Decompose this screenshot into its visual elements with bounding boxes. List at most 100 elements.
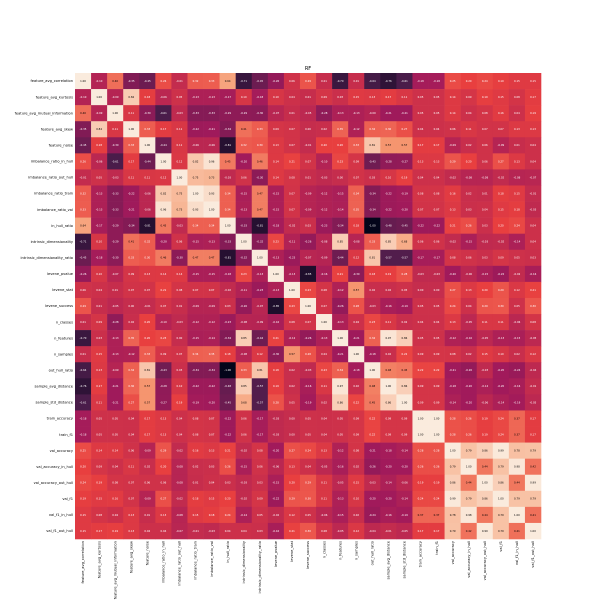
heatmap-cell xyxy=(380,378,397,395)
heatmap-cell xyxy=(299,426,317,443)
heatmap-cell xyxy=(444,265,461,283)
heatmap-cell xyxy=(107,362,124,379)
cell-value-label: -0.30 xyxy=(353,272,360,276)
cell-value-label: -0.26 xyxy=(337,304,344,308)
heatmap-cell xyxy=(267,185,285,202)
cell-value-label: 0.35 xyxy=(353,207,359,211)
heatmap-cell xyxy=(428,281,445,299)
heatmap-cell xyxy=(332,169,349,186)
heatmap-cell xyxy=(107,249,124,267)
heatmap-cell xyxy=(396,137,413,154)
heatmap-cell xyxy=(139,265,156,283)
cell-value-label: -0.09 xyxy=(112,95,119,99)
heatmap-cell xyxy=(187,153,204,170)
cell-value-label: 0.05 xyxy=(337,416,343,420)
cell-value-label: 0.01 xyxy=(514,143,520,147)
column-label: train_f1 xyxy=(435,541,439,555)
heatmap-cell xyxy=(283,137,301,154)
cell-value-label: 0.22 xyxy=(369,432,375,436)
heatmap-cell xyxy=(492,297,510,315)
cell-value-label: 0.03 xyxy=(369,175,375,179)
heatmap-cell xyxy=(460,522,478,540)
heatmap-cell xyxy=(91,169,108,186)
cell-value-label: 0.03 xyxy=(482,256,488,260)
heatmap-cell xyxy=(267,249,285,267)
cell-value-label: 0.18 xyxy=(193,497,199,501)
cell-value-label: -0.08 xyxy=(240,320,247,324)
heatmap-cell xyxy=(316,281,333,299)
cell-value-label: -0.05 xyxy=(337,481,344,485)
cell-value-label: 1.00 xyxy=(418,416,424,420)
cell-value-label: 0.02 xyxy=(514,352,520,356)
heatmap-cell xyxy=(299,458,317,476)
heatmap-cell xyxy=(123,281,140,299)
heatmap-cell xyxy=(123,410,140,427)
cell-value-label: -0.01 xyxy=(176,79,183,83)
heatmap-cell xyxy=(412,490,429,508)
heatmap-cell xyxy=(107,233,124,251)
heatmap-cell xyxy=(524,105,542,122)
cell-value-label: 0.06 xyxy=(466,256,472,260)
heatmap-cell xyxy=(412,426,429,443)
cell-value-label: 0.01 xyxy=(193,481,199,485)
cell-value-label: -0.13 xyxy=(208,240,215,244)
heatmap-cell xyxy=(396,281,413,299)
cell-value-label: -0.57 xyxy=(256,384,263,388)
cell-value-label: 0.12 xyxy=(289,513,295,517)
heatmap-cell xyxy=(364,522,381,540)
heatmap-cell xyxy=(171,185,188,202)
cell-value-label: -0.02 xyxy=(176,449,183,453)
cell-value-label: -0.64 xyxy=(369,79,376,83)
heatmap-cell xyxy=(348,217,365,234)
cell-value-label: -0.18 xyxy=(353,368,360,372)
heatmap-cell xyxy=(171,506,188,524)
cell-value-label: -0.13 xyxy=(353,111,360,115)
column-label: val_f1_out_hull xyxy=(531,541,535,568)
heatmap-cell xyxy=(75,474,92,492)
cell-value-label: 0.06 xyxy=(160,481,166,485)
heatmap-cell xyxy=(508,426,526,443)
heatmap-cell xyxy=(492,265,510,283)
cell-value-label: -0.09 xyxy=(305,191,312,195)
heatmap-cell xyxy=(460,458,478,476)
heatmap-cell xyxy=(267,330,285,347)
cell-value-label: -0.48 xyxy=(224,384,231,388)
cell-value-label: 0.01 xyxy=(289,111,295,115)
heatmap-cell xyxy=(155,458,172,476)
heatmap-cell xyxy=(476,522,494,540)
heatmap-cell xyxy=(380,233,397,251)
heatmap-cell xyxy=(283,458,301,476)
cell-value-label: 0.05 xyxy=(514,304,520,308)
heatmap-cell xyxy=(316,314,333,331)
cell-value-label: 0.99 xyxy=(530,481,536,485)
heatmap-cell xyxy=(348,201,365,218)
heatmap-cell xyxy=(364,217,381,234)
heatmap-cell xyxy=(187,89,204,106)
heatmap-cell xyxy=(444,217,461,234)
cell-value-label: -0.13 xyxy=(96,207,103,211)
heatmap-cell xyxy=(203,442,220,459)
cell-value-label: 0.09 xyxy=(353,432,359,436)
cell-value-label: -0.09 xyxy=(144,449,151,453)
cell-value-label: 0.13 xyxy=(128,529,134,533)
heatmap-cell xyxy=(123,137,140,154)
heatmap-cell xyxy=(396,297,413,315)
cell-value-label: -0.22 xyxy=(192,127,199,131)
row-label: levene_success xyxy=(45,304,73,308)
heatmap-cell xyxy=(364,474,381,492)
heatmap-cell xyxy=(139,442,156,459)
cell-value-label: -0.01 xyxy=(192,529,199,533)
cell-value-label: 0.21 xyxy=(289,529,295,533)
heatmap-cell xyxy=(428,121,445,138)
cell-value-label: 0.11 xyxy=(112,127,118,131)
heatmap-cell xyxy=(316,346,333,363)
heatmap-cell xyxy=(460,410,478,427)
cell-value-label: -0.28 xyxy=(112,320,119,324)
cell-value-label: -0.23 xyxy=(321,224,328,228)
heatmap-cell xyxy=(299,362,317,379)
cell-value-label: 0.09 xyxy=(466,95,472,99)
cell-value-label: 0.00 xyxy=(289,416,295,420)
cell-value-label: -0.43 xyxy=(160,368,167,372)
cell-value-label: 0.04 xyxy=(321,416,327,420)
heatmap-cell xyxy=(476,153,494,170)
